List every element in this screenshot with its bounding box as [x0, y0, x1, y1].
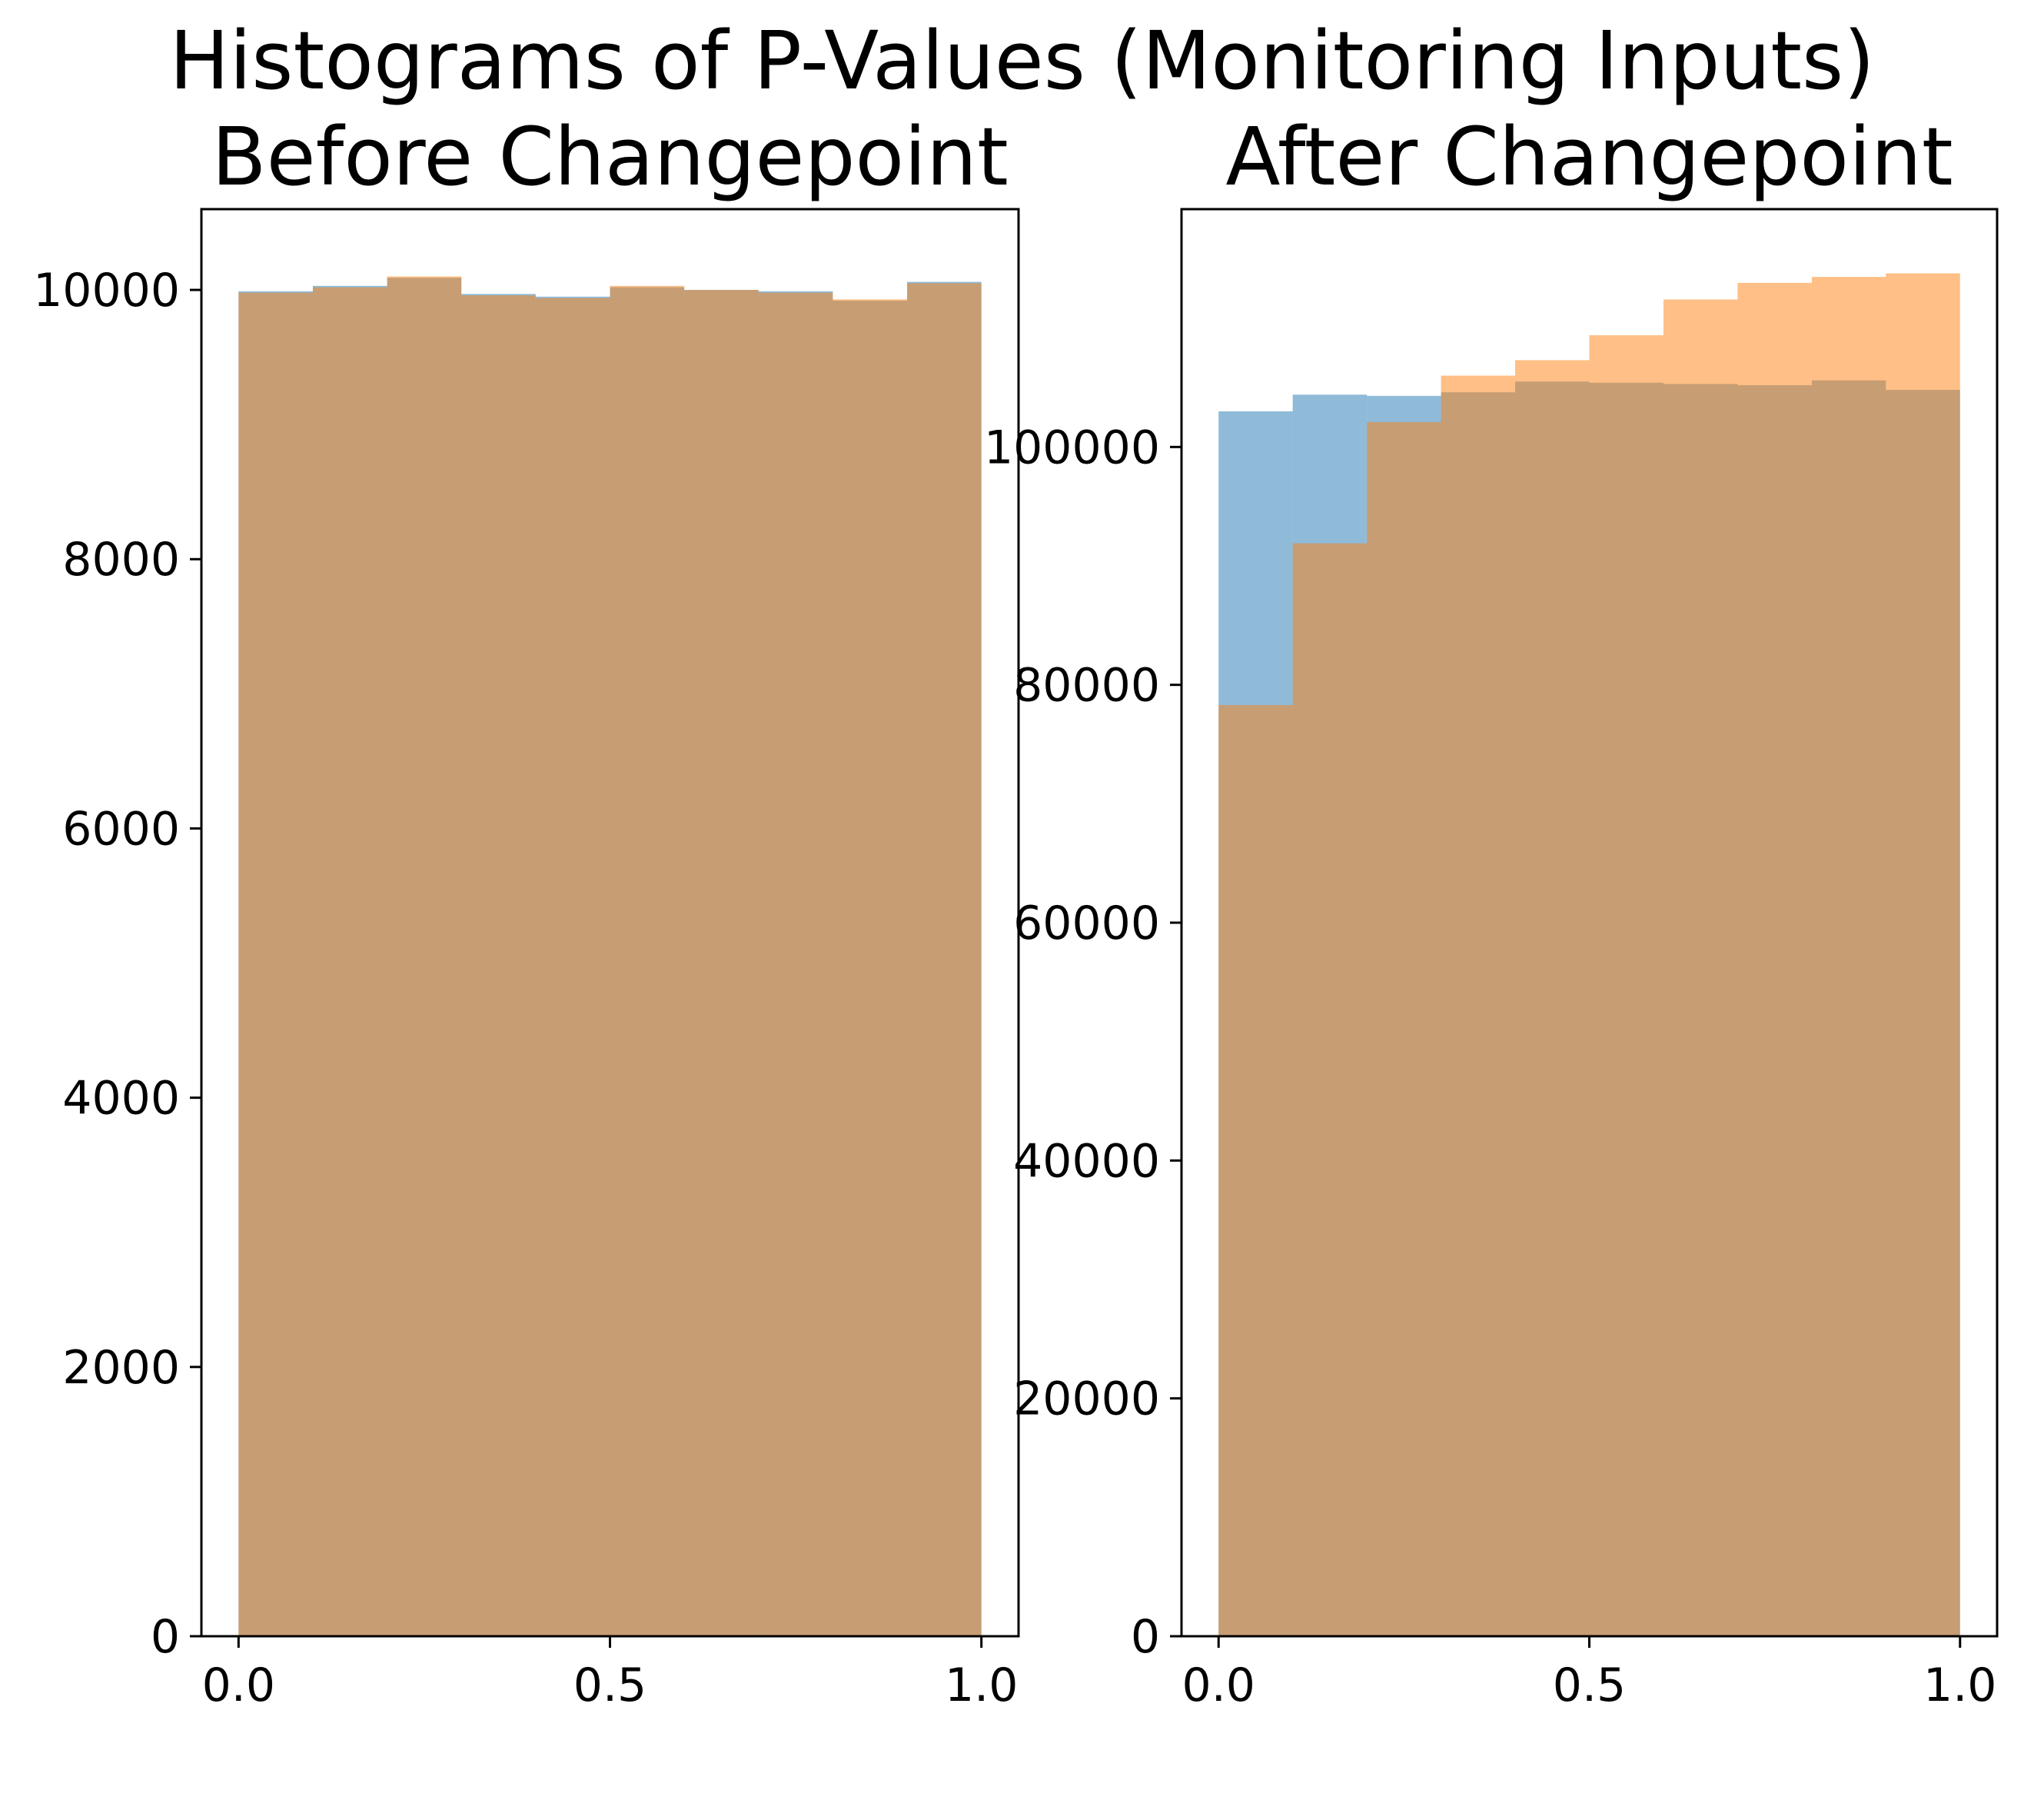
bar-series2-bin10: [1886, 273, 1960, 1636]
bar-series2-bin3: [1367, 421, 1441, 1637]
y-tick-label: 10000: [33, 264, 180, 318]
panel-title: After Changepoint: [1225, 110, 1953, 204]
y-tick-label: 80000: [1013, 659, 1160, 713]
x-tick-label: 0.5: [573, 1659, 646, 1712]
bar-series2-bin7: [684, 290, 759, 1636]
x-tick-label: 0.0: [202, 1659, 275, 1712]
x-tick-label: 1.0: [945, 1659, 1018, 1712]
bar-series2-bin9: [833, 299, 908, 1636]
bar-series2-bin8: [1737, 282, 1812, 1637]
x-tick-label: 1.0: [1923, 1659, 1996, 1712]
y-tick-label: 40000: [1013, 1134, 1160, 1188]
bar-series2-bin4: [461, 295, 536, 1637]
bar-series2-bin8: [758, 292, 833, 1637]
bar-series2-bin4: [1441, 375, 1516, 1636]
panel-title: Before Changepoint: [211, 110, 1009, 204]
y-tick-label: 60000: [1013, 897, 1160, 950]
bar-series2-bin5: [535, 298, 610, 1636]
y-tick-label: 20000: [1013, 1372, 1160, 1426]
bar-series2-bin3: [387, 276, 462, 1637]
panel-before-changepoint: 0.0 0.5 1.0 0 2000 4000 6000 8000 10000 Before Ch…: [33, 110, 1020, 1712]
y-tick-label: 8000: [62, 533, 180, 587]
y-tick-label: 6000: [62, 802, 180, 856]
figure-title: Histograms of P-Values (Monitoring Input…: [169, 14, 1875, 108]
panel-after-changepoint: 0.0 0.5 1.0 0 20000 40000 60000 80000 100000 Afte…: [984, 110, 1999, 1712]
bar-series2-bin5: [1515, 360, 1590, 1637]
bar-series2-bin6: [610, 285, 685, 1637]
y-tick-label: 0: [151, 1610, 180, 1664]
y-tick-label: 2000: [62, 1341, 180, 1395]
bar-series2-bin9: [1811, 277, 1886, 1636]
bar-series2-bin1: [1218, 704, 1293, 1637]
x-tick-label: 0.5: [1553, 1659, 1626, 1712]
y-tick-label: 0: [1131, 1610, 1160, 1664]
bar-series2-bin7: [1663, 299, 1738, 1637]
bar-series2-bin1: [238, 292, 313, 1637]
bar-series2-bin6: [1589, 334, 1663, 1636]
bar-series2-bin2: [1292, 543, 1368, 1637]
bar-series2-bin2: [312, 287, 387, 1637]
bar-series2-bin10: [907, 283, 982, 1636]
y-tick-label: 100000: [984, 421, 1160, 474]
y-tick-label: 4000: [62, 1072, 180, 1126]
x-tick-label: 0.0: [1182, 1659, 1255, 1712]
